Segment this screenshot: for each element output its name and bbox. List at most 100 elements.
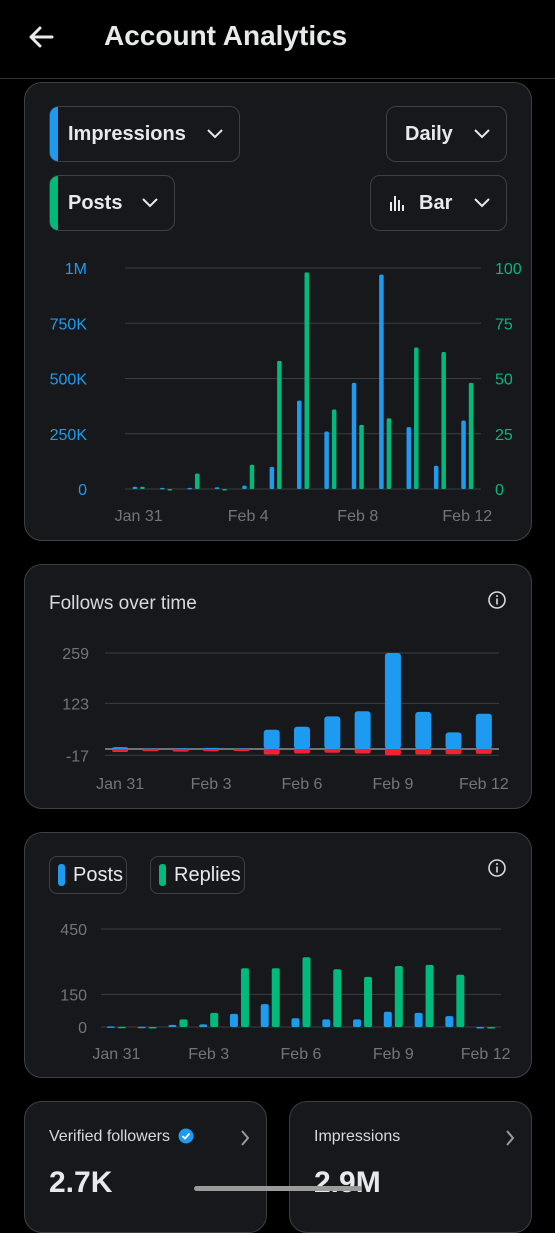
back-arrow-icon[interactable] [26, 22, 56, 52]
posts-bar [199, 1024, 208, 1027]
period-dropdown[interactable]: Daily [386, 106, 507, 162]
chevron-down-icon [207, 129, 223, 139]
secondary-metric-dropdown[interactable]: Posts [49, 175, 175, 231]
unfollows-bar [324, 749, 341, 753]
impressions-bar [269, 466, 275, 489]
replies-bar [117, 1026, 126, 1029]
y-right-tick-label: 0 [495, 482, 504, 499]
follows-title: Follows over time [49, 593, 197, 614]
posts-bar [194, 473, 200, 489]
unfollows-bar [354, 749, 371, 754]
verified-followers-label: Verified followers [49, 1128, 194, 1146]
posts-bar [353, 1019, 362, 1027]
impressions-bar [132, 486, 138, 489]
chevron-right-icon [506, 1130, 515, 1146]
unfollows-bar [294, 749, 310, 754]
unfollows-bar [233, 749, 250, 751]
follows-bar [384, 653, 401, 749]
legend-posts-label: Posts [73, 863, 124, 886]
x-tick-label: Feb 6 [281, 1046, 322, 1063]
unfollows-bar [263, 749, 280, 755]
impressions-posts-chart: 0 0 250K 25 500K 50 750K 75 1M 100 Jan 31 Feb 4 Feb … [50, 261, 522, 525]
posts-bar [322, 1019, 331, 1027]
analytics-card: Impressions Daily Posts Bar 0 0 250K 25 500K… [24, 82, 532, 541]
chevron-down-icon [474, 129, 490, 139]
period-dropdown-label: Daily [405, 122, 453, 145]
posts-bar [137, 1026, 146, 1029]
x-tick-label: Feb 3 [191, 776, 232, 793]
metric-dropdown-label: Impressions [68, 122, 186, 145]
replies-bar [148, 1027, 157, 1029]
posts-bar [476, 1027, 485, 1029]
posts-bar [359, 424, 364, 489]
replies-bar [364, 976, 373, 1027]
page-title: Account Analytics [104, 20, 348, 51]
y-left-tick-label: 750K [50, 316, 88, 333]
follows-bar [475, 713, 492, 749]
follows-bar [354, 711, 371, 749]
info-icon[interactable] [487, 858, 507, 878]
follows-bar [415, 711, 432, 749]
impressions-card[interactable]: Impressions 2.9M [289, 1101, 532, 1233]
x-tick-label: Jan 31 [115, 508, 163, 525]
impressions-bar [406, 427, 412, 489]
impressions-bar [433, 465, 439, 489]
x-tick-label: Feb 12 [442, 508, 492, 525]
verified-followers-card[interactable]: Verified followers 2.7K [24, 1101, 267, 1233]
x-tick-label: Feb 8 [337, 508, 378, 525]
metric-dropdown[interactable]: Impressions [49, 106, 240, 162]
unfollows-bar [445, 749, 462, 755]
impressions-bar [379, 274, 384, 489]
legend-replies[interactable]: Replies [150, 856, 245, 894]
replies-bar [394, 966, 403, 1027]
posts-bar [140, 486, 145, 489]
chevron-down-icon [142, 198, 158, 208]
y-tick-label: 123 [62, 696, 89, 713]
posts-bar [222, 489, 227, 491]
chart-type-dropdown[interactable]: Bar [370, 175, 507, 231]
impressions-bar [461, 420, 466, 489]
x-tick-label: Jan 31 [92, 1046, 140, 1063]
impressions-bar [242, 485, 247, 489]
unfollows-bar [415, 749, 432, 755]
posts-bar [414, 347, 419, 489]
replies-bar [425, 964, 434, 1027]
secondary-color-bar [50, 176, 58, 230]
replies-bar [302, 957, 311, 1027]
posts-bar [106, 1026, 115, 1028]
unfollows-bar [384, 749, 401, 756]
home-indicator[interactable] [194, 1186, 362, 1191]
y-right-tick-label: 50 [495, 372, 513, 389]
follows-chart: -17 123 259 Jan 31 Feb 3 Feb 6 Feb 9 Feb 12 [62, 646, 509, 793]
x-tick-label: Feb 9 [373, 1046, 414, 1063]
chevron-down-icon [474, 198, 490, 208]
posts-bar [168, 1024, 177, 1027]
info-icon[interactable] [487, 590, 507, 610]
posts-bar [331, 409, 337, 489]
posts-bar [249, 464, 255, 489]
y-tick-label: 259 [62, 646, 89, 663]
impressions-bar [297, 400, 302, 489]
follows-bar [294, 726, 310, 749]
x-tick-label: Feb 12 [461, 1046, 511, 1063]
y-left-tick-label: 250K [50, 427, 88, 444]
posts-bar [383, 1011, 392, 1027]
unfollows-bar [203, 749, 220, 752]
chart-type-label: Bar [419, 191, 453, 214]
posts-bar [386, 418, 392, 489]
posts-replies-chart: 0 150 450 Jan 31 Feb 3 Feb 6 Feb 9 Feb 12 [60, 922, 511, 1063]
x-tick-label: Feb 3 [188, 1046, 229, 1063]
posts-bar [260, 1004, 269, 1027]
follows-bar [112, 747, 129, 750]
replies-swatch [159, 864, 166, 886]
y-left-tick-label: 500K [50, 372, 88, 389]
legend-posts[interactable]: Posts [49, 856, 127, 894]
verified-badge-icon [178, 1128, 194, 1144]
posts-bar [468, 382, 474, 489]
metric-color-bar [50, 107, 58, 161]
posts-swatch [58, 864, 65, 886]
impressions-bar [160, 487, 165, 490]
impressions-bar [187, 487, 192, 490]
follows-bar [263, 729, 280, 749]
follows-bar [324, 716, 341, 749]
